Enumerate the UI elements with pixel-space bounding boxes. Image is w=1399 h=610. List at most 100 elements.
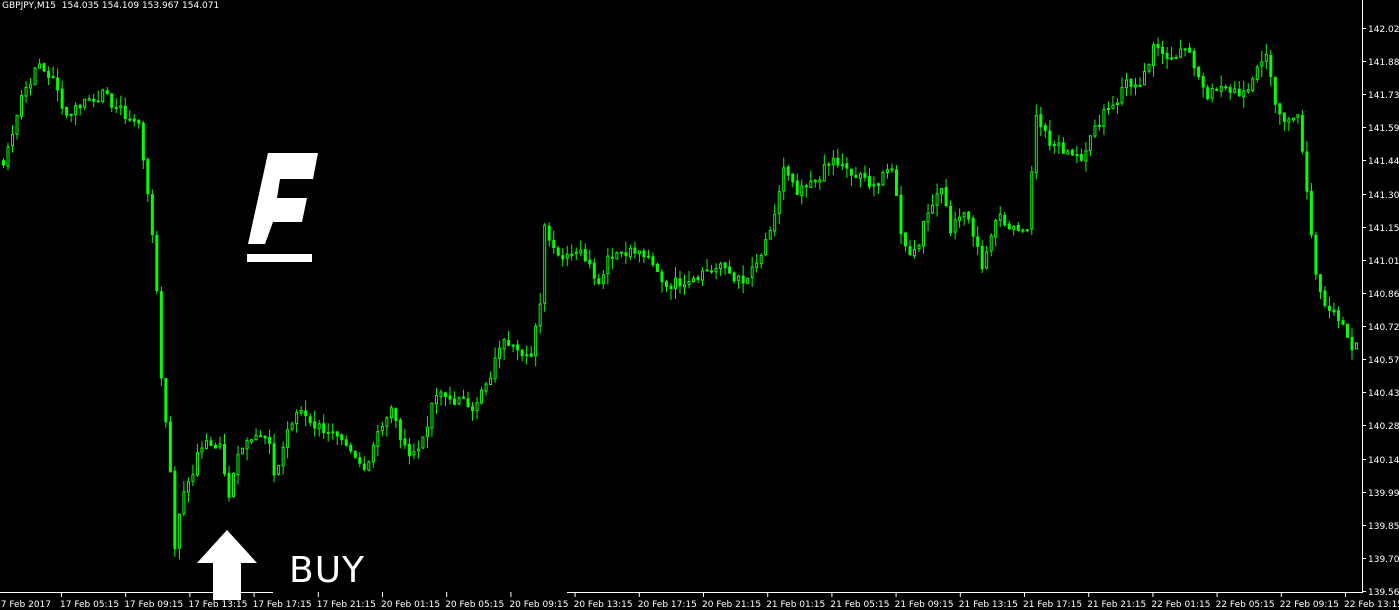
candle-body-bear	[1016, 224, 1020, 231]
candle	[994, 218, 998, 247]
candle	[728, 260, 732, 274]
candle	[949, 200, 953, 236]
candle	[195, 443, 199, 477]
candle	[123, 97, 127, 124]
candle	[673, 266, 677, 300]
price-axis: 142.025 141.880 141.735 141.590 141.445 141.3…	[1362, 25, 1399, 598]
candle-body-bull	[885, 169, 889, 173]
candle	[610, 247, 614, 270]
candle-body-bear	[322, 423, 326, 434]
candle	[1215, 87, 1219, 92]
candle	[998, 206, 1002, 227]
candle	[1260, 50, 1264, 78]
candle	[164, 377, 168, 428]
candle	[146, 157, 150, 203]
candle-body-bull	[1219, 86, 1223, 92]
candle	[493, 347, 497, 383]
candle	[425, 416, 429, 448]
candle	[250, 439, 254, 445]
candle	[637, 250, 641, 263]
candle	[471, 402, 475, 421]
candle-body-bull	[241, 447, 245, 455]
candle-body-bear	[899, 194, 903, 235]
candle-body-bear	[471, 406, 475, 412]
candle-body-bull	[191, 474, 195, 482]
candle-body-bear	[268, 436, 272, 444]
candle-body-bull	[489, 377, 493, 386]
candle	[1188, 43, 1192, 53]
time-tick-label: 17 Feb 05:15	[60, 600, 119, 610]
candle	[204, 433, 208, 450]
candle-body-bear	[331, 431, 335, 434]
candle-body-bear	[65, 106, 69, 116]
candle-body-bear	[1309, 190, 1313, 236]
candle-body-bear	[1165, 52, 1169, 59]
candle	[755, 254, 759, 273]
candle	[583, 243, 587, 262]
candle	[683, 274, 687, 295]
candle	[2, 157, 5, 168]
candle-body-bear	[2, 160, 5, 166]
candle	[421, 436, 425, 450]
symbol-label: GBPJPY,M15	[2, 1, 57, 11]
candle-body-bull	[376, 431, 380, 447]
candle	[443, 391, 447, 407]
candle	[74, 102, 78, 126]
candle	[1084, 141, 1088, 172]
time-tick-label: 17 Feb 13:15	[188, 600, 247, 610]
candle-body-bear	[1345, 323, 1349, 338]
time-tick-label: 21 Feb 21:15	[1087, 600, 1146, 610]
candle-body-bull	[1260, 61, 1264, 67]
candle	[20, 90, 24, 120]
candle-body-bear	[678, 278, 682, 287]
candle	[173, 466, 177, 557]
candle-body-bull	[290, 423, 294, 430]
candle	[254, 428, 258, 441]
candle-body-bear	[660, 271, 664, 283]
candle	[570, 244, 574, 261]
candle	[822, 154, 826, 182]
candle	[858, 171, 862, 188]
candle-body-bear	[227, 472, 231, 498]
candle-body-bear	[1070, 149, 1074, 156]
candle	[1066, 148, 1070, 155]
candle-body-bear	[728, 266, 732, 274]
candle	[655, 262, 659, 272]
candle	[6, 142, 10, 171]
candle	[299, 406, 303, 416]
candle	[38, 58, 42, 69]
candle	[705, 258, 709, 272]
candle	[845, 157, 849, 178]
candle	[349, 442, 353, 454]
candle-body-bull	[177, 513, 181, 549]
candle-body-bear	[849, 168, 853, 176]
candle	[619, 251, 623, 258]
time-tick-label: 20 Feb 21:15	[702, 600, 761, 610]
candle	[543, 223, 547, 312]
candle-body-bull	[714, 268, 718, 273]
candle	[1291, 117, 1295, 123]
candle	[227, 465, 231, 502]
time-tick-label: 22 Feb 05:15	[1216, 600, 1275, 610]
candle	[15, 114, 19, 140]
candle	[177, 513, 181, 560]
candle	[430, 402, 434, 437]
candle-body-bear	[259, 435, 263, 438]
candle	[1057, 134, 1061, 155]
buy-signal-label: BUY	[289, 550, 366, 591]
candle	[317, 419, 321, 437]
candle	[565, 245, 569, 267]
candle	[971, 215, 975, 247]
candle	[592, 258, 596, 286]
candle	[1278, 102, 1282, 125]
candle	[831, 150, 835, 176]
candle	[434, 387, 438, 415]
candle	[403, 428, 407, 449]
candle	[385, 416, 389, 437]
candle	[1021, 228, 1025, 234]
time-tick-label: 17 Feb 2017	[0, 600, 51, 610]
candle	[362, 456, 366, 472]
candle	[863, 165, 867, 182]
candle	[633, 241, 637, 259]
